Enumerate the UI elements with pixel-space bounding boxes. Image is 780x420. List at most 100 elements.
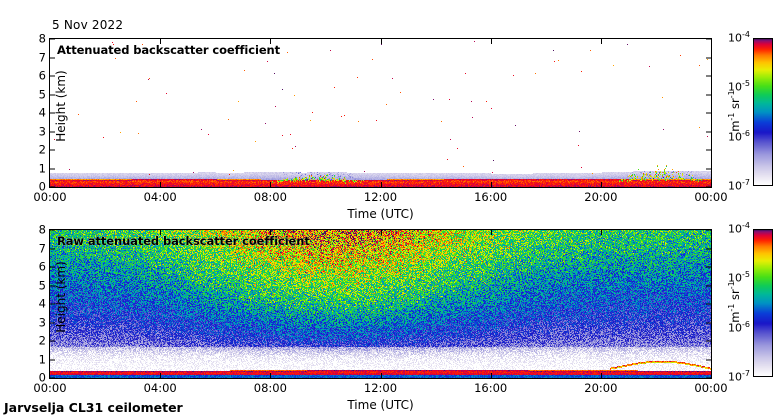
x-tick-mark xyxy=(600,373,602,378)
y-tick-mark xyxy=(706,131,711,132)
y-tick-mark xyxy=(50,303,55,305)
y-tick-mark xyxy=(50,359,55,360)
y-tick-mark xyxy=(706,266,711,268)
x-tick-label: 20:00 xyxy=(584,381,618,395)
x-tick-label: 04:00 xyxy=(143,190,177,204)
x-axis-label-top: Time (UTC) xyxy=(347,207,414,221)
y-tick-mark xyxy=(706,322,711,323)
station-caption: Jarvselja CL31 ceilometer xyxy=(4,400,183,415)
date-stamp: 5 Nov 2022 xyxy=(52,18,124,32)
attenuated-backscatter-plot xyxy=(50,39,711,187)
colorbar-tick-label: 10-4 xyxy=(728,29,750,45)
y-tick-mark xyxy=(50,168,55,169)
x-tick-label: 16:00 xyxy=(474,190,508,204)
colorbar-tick-label: 10-6 xyxy=(728,319,750,335)
x-tick-mark xyxy=(490,39,492,44)
colorbar-tick-label: 10-7 xyxy=(728,177,750,193)
x-tick-label: 16:00 xyxy=(474,381,508,395)
x-tick-mark xyxy=(380,182,382,187)
colorbar-tick-label: 10-6 xyxy=(728,128,750,144)
y-tick-mark xyxy=(50,248,55,249)
y-tick-mark xyxy=(50,131,55,132)
y-tick-mark xyxy=(706,94,711,95)
colorbar-gradient-canvas xyxy=(754,39,772,185)
x-axis-label-bottom: Time (UTC) xyxy=(347,398,414,412)
y-tick-mark xyxy=(706,377,711,379)
y-tick-mark xyxy=(50,57,55,58)
y-tick-label: 6 xyxy=(38,68,46,83)
y-tick-label: 3 xyxy=(38,314,46,329)
colorbar-top: m-1 sr-1 10-4 10-5 10-6 10-7 xyxy=(727,30,773,192)
y-tick-mark xyxy=(50,149,55,151)
y-tick-label: 2 xyxy=(38,142,46,157)
x-tick-mark xyxy=(600,230,602,235)
x-tick-mark xyxy=(600,182,602,187)
x-tick-label: 04:00 xyxy=(143,381,177,395)
panel-raw-attenuated-backscatter: Raw attenuated backscatter coefficient H… xyxy=(33,224,727,412)
x-tick-mark xyxy=(270,39,272,44)
y-tick-mark xyxy=(706,38,711,40)
x-tick-mark xyxy=(270,182,272,187)
x-tick-mark xyxy=(160,230,162,235)
y-tick-mark xyxy=(50,94,55,95)
y-tick-mark xyxy=(706,112,711,114)
y-tick-mark xyxy=(50,186,55,188)
y-tick-mark xyxy=(50,340,55,342)
x-tick-mark xyxy=(490,373,492,378)
y-tick-label: 5 xyxy=(38,86,46,101)
y-tick-mark xyxy=(50,112,55,114)
x-tick-mark xyxy=(490,182,492,187)
colorbar-gradient-canvas xyxy=(754,230,772,376)
y-tick-mark xyxy=(50,229,55,231)
colorbar-bottom: m-1 sr-1 10-4 10-5 10-6 10-7 xyxy=(727,221,773,383)
x-tick-label: 00:00 xyxy=(694,381,728,395)
y-tick-mark xyxy=(50,266,55,268)
x-tick-mark xyxy=(380,373,382,378)
y-tick-label: 7 xyxy=(38,49,46,64)
x-tick-label: 12:00 xyxy=(363,381,398,395)
y-tick-label: 4 xyxy=(38,296,46,311)
y-tick-label: 0 xyxy=(38,179,46,194)
y-tick-mark xyxy=(50,38,55,40)
y-tick-label: 1 xyxy=(38,160,46,175)
x-tick-mark xyxy=(380,39,382,44)
panel-title-bottom: Raw attenuated backscatter coefficient xyxy=(57,234,310,248)
y-tick-mark xyxy=(706,340,711,342)
x-tick-label: 20:00 xyxy=(584,190,618,204)
x-tick-mark xyxy=(270,373,272,378)
x-tick-label: 08:00 xyxy=(253,190,287,204)
x-tick-mark xyxy=(380,230,382,235)
y-tick-label: 0 xyxy=(38,370,46,385)
y-tick-mark xyxy=(706,359,711,360)
x-tick-mark xyxy=(160,182,162,187)
y-tick-mark xyxy=(50,322,55,323)
x-tick-label: 12:00 xyxy=(363,190,398,204)
y-tick-label: 7 xyxy=(38,240,46,255)
y-tick-label: 4 xyxy=(38,105,46,120)
y-tick-label: 2 xyxy=(38,333,46,348)
colorbar-top-gradient xyxy=(753,38,773,186)
x-tick-mark xyxy=(490,230,492,235)
y-tick-mark xyxy=(706,186,711,188)
x-tick-mark xyxy=(160,373,162,378)
y-axis-label-bottom: Height (km) xyxy=(54,261,68,333)
x-tick-label: 00:00 xyxy=(33,381,67,395)
x-tick-label: 00:00 xyxy=(694,190,728,204)
x-tick-mark xyxy=(600,39,602,44)
colorbar-tick-label: 10-7 xyxy=(728,368,750,384)
y-tick-label: 8 xyxy=(38,31,46,46)
y-tick-label: 8 xyxy=(38,222,46,237)
panel-attenuated-backscatter: Attenuated backscatter coefficient Heigh… xyxy=(33,33,727,221)
y-tick-mark xyxy=(706,57,711,58)
y-tick-label: 3 xyxy=(38,123,46,138)
colorbar-bottom-gradient xyxy=(753,229,773,377)
y-tick-mark xyxy=(706,149,711,151)
panel-title-top: Attenuated backscatter coefficient xyxy=(57,43,281,57)
raw-attenuated-backscatter-plot xyxy=(50,230,711,378)
y-tick-label: 6 xyxy=(38,259,46,274)
colorbar-tick-label: 10-5 xyxy=(728,270,750,285)
y-tick-mark xyxy=(50,377,55,379)
y-tick-mark xyxy=(706,303,711,305)
y-tick-mark xyxy=(706,168,711,169)
